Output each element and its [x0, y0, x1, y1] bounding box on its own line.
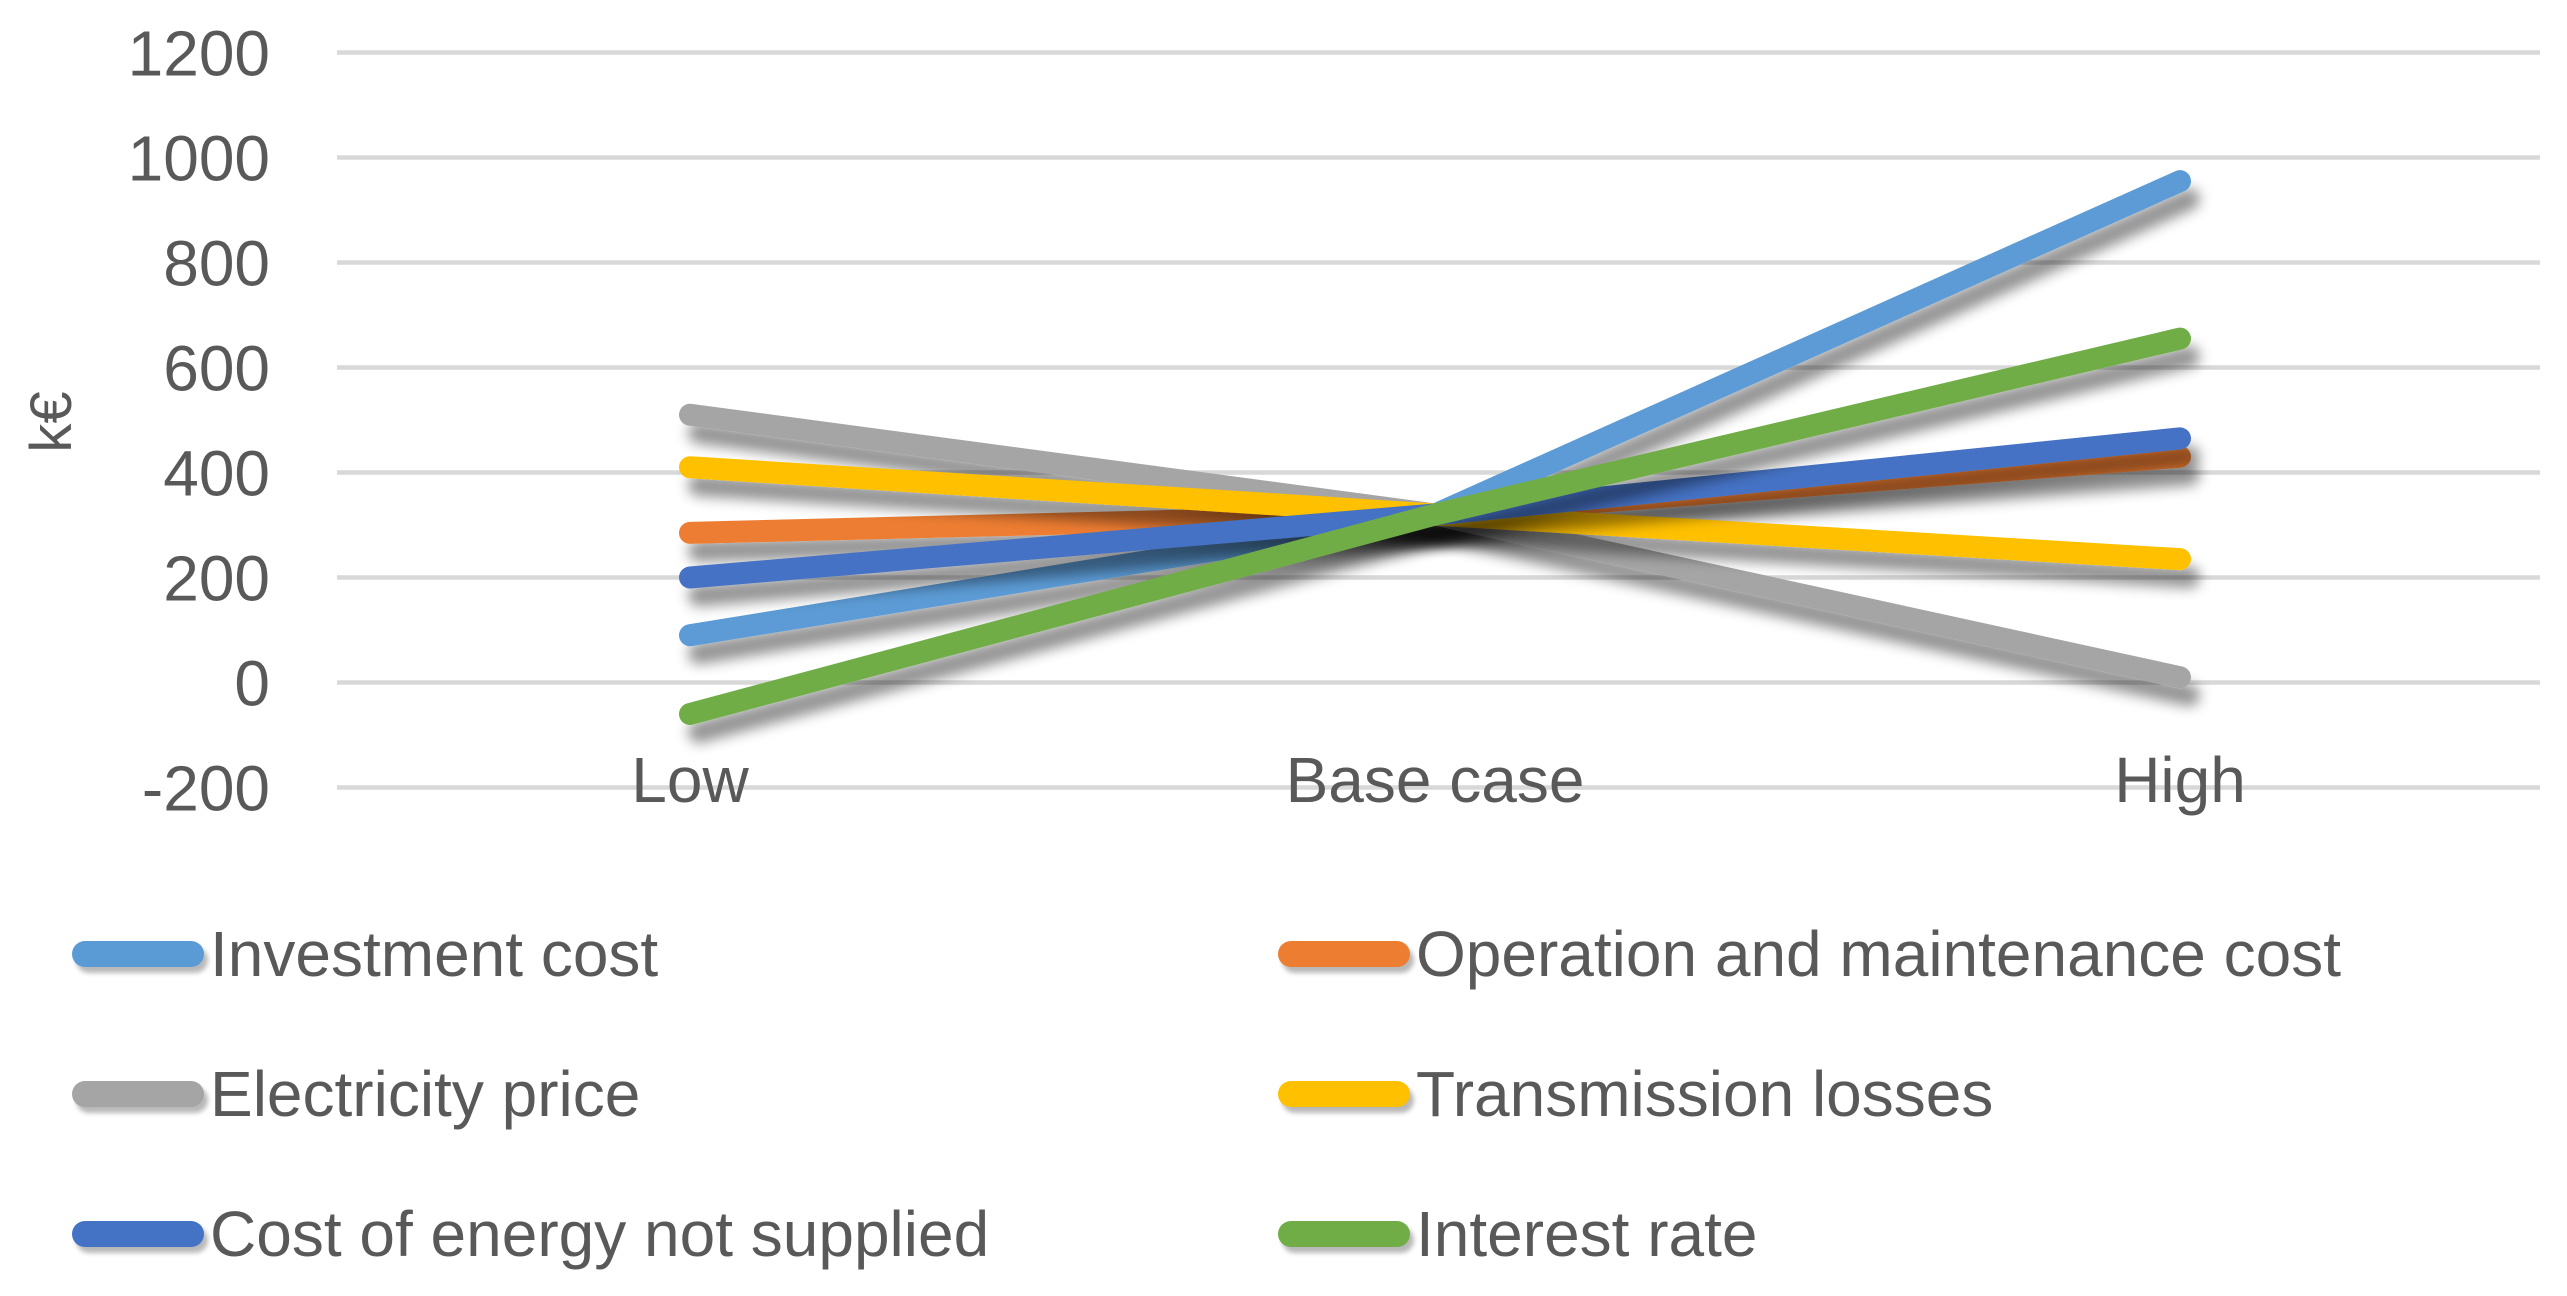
- operation-and-maintenance-cost-legend-swatch-icon: [1278, 941, 1410, 967]
- legend-label-cost-of-energy-not-supplied: Cost of energy not supplied: [210, 1198, 990, 1270]
- y-tick-label-1200: 1200: [128, 18, 270, 90]
- legend-item-operation-and-maintenance-cost: Operation and maintenance cost: [1278, 918, 2341, 990]
- x-category-label-low: Low: [631, 744, 749, 816]
- y-tick-label-1000: 1000: [128, 123, 270, 195]
- interest-rate-legend-swatch-icon: [1278, 1221, 1410, 1247]
- legend-label-transmission-losses: Transmission losses: [1416, 1058, 1994, 1130]
- y-axis-title: k€: [19, 391, 84, 453]
- line-chart-plot-area: 1200 1000 800 600 400 200 0 -200 Low Base case Hig…: [128, 18, 2540, 825]
- legend-label-operation-and-maintenance-cost: Operation and maintenance cost: [1416, 918, 2342, 990]
- legend-item-investment-cost: Investment cost: [72, 918, 658, 990]
- y-tick-label-600: 600: [163, 333, 270, 405]
- legend-item-transmission-losses: Transmission losses: [1278, 1058, 1993, 1130]
- cost-of-energy-not-supplied-legend-swatch-icon: [72, 1221, 204, 1247]
- investment-cost-legend-swatch-icon: [72, 941, 204, 967]
- series-lines: [679, 170, 2191, 725]
- legend-label-investment-cost: Investment cost: [210, 918, 659, 990]
- legend-item-electricity-price: Electricity price: [72, 1058, 640, 1130]
- y-tick-label-400: 400: [163, 438, 270, 510]
- electricity-price-legend-swatch-icon: [72, 1081, 204, 1107]
- x-category-label-high: High: [2114, 744, 2246, 816]
- transmission-losses-legend-swatch-icon: [1278, 1081, 1410, 1107]
- y-tick-label-800: 800: [163, 228, 270, 300]
- legend-item-interest-rate: Interest rate: [1278, 1198, 1758, 1270]
- legend-label-interest-rate: Interest rate: [1416, 1198, 1758, 1270]
- y-tick-label-0: 0: [234, 648, 270, 720]
- y-axis-tick-labels: 1200 1000 800 600 400 200 0 -200: [128, 18, 270, 825]
- legend-item-cost-of-energy-not-supplied: Cost of energy not supplied: [72, 1198, 989, 1270]
- x-axis-category-labels: Low Base case High: [631, 744, 2246, 816]
- legend-label-electricity-price: Electricity price: [210, 1058, 641, 1130]
- x-category-label-base-case: Base case: [1286, 744, 1585, 816]
- y-tick-label--200: -200: [142, 753, 270, 825]
- y-tick-label-200: 200: [163, 543, 270, 615]
- gridlines: [337, 50, 2540, 790]
- interest-rate-line: [679, 327, 2191, 725]
